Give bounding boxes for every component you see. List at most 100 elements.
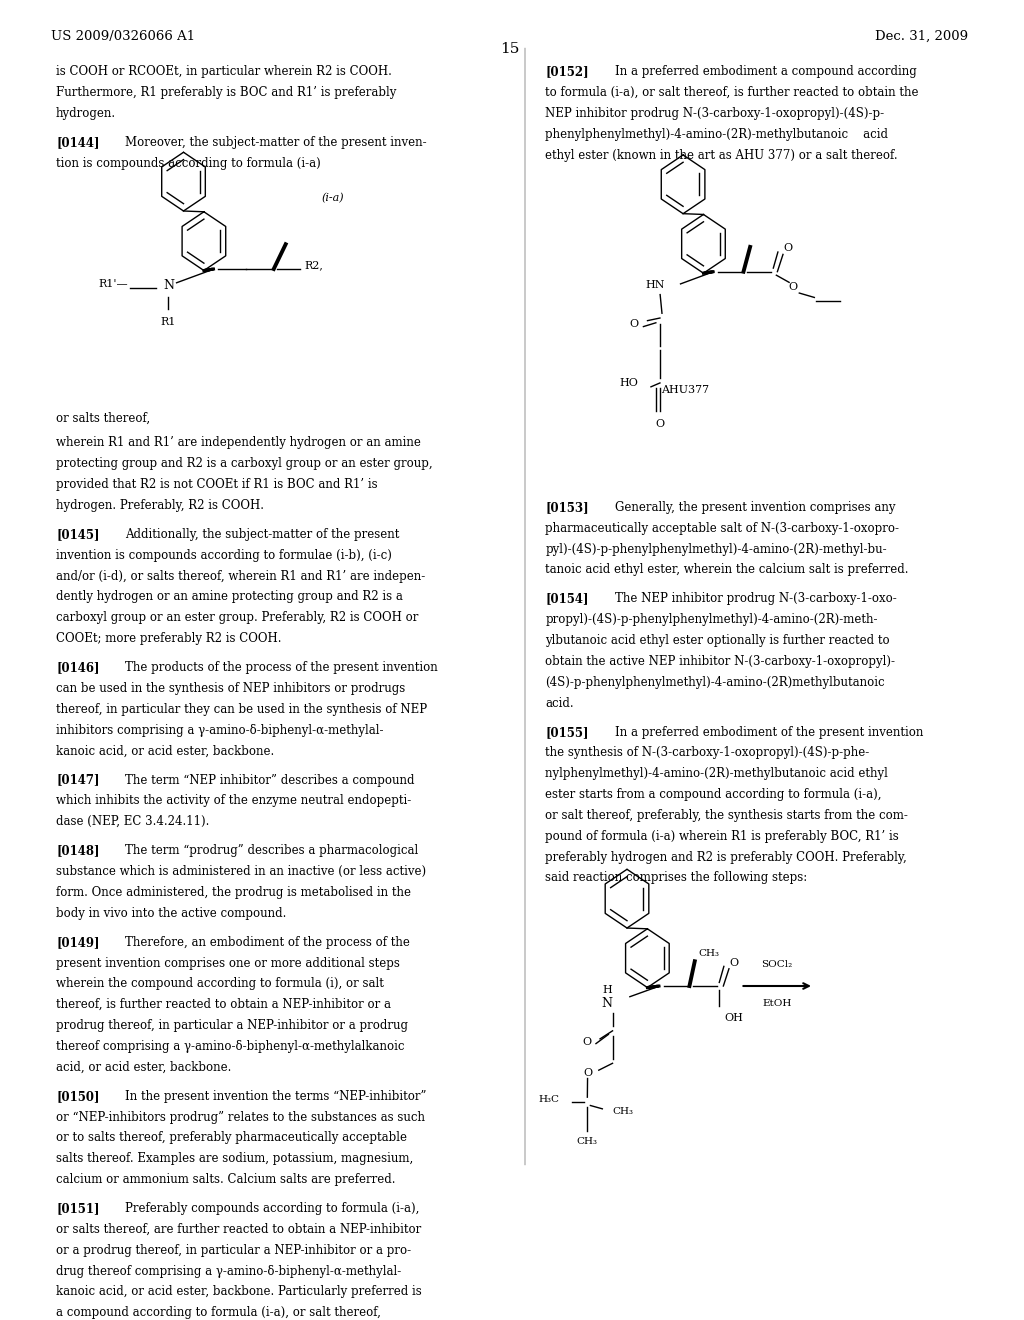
Text: drug thereof comprising a γ-amino-δ-biphenyl-α-methylal-: drug thereof comprising a γ-amino-δ-biph… bbox=[56, 1265, 401, 1278]
Text: NEP inhibitor prodrug N-(3-carboxy-1-oxopropyl)-(4S)-p-: NEP inhibitor prodrug N-(3-carboxy-1-oxo… bbox=[546, 107, 885, 120]
Text: tanoic acid ethyl ester, wherein the calcium salt is preferred.: tanoic acid ethyl ester, wherein the cal… bbox=[546, 564, 909, 577]
Text: inhibitors comprising a γ-amino-δ-biphenyl-α-methylal-: inhibitors comprising a γ-amino-δ-biphen… bbox=[56, 723, 384, 737]
Text: N: N bbox=[601, 998, 612, 1010]
Text: AHU377: AHU377 bbox=[662, 385, 710, 395]
Text: In a preferred embodiment a compound according: In a preferred embodiment a compound acc… bbox=[614, 66, 916, 78]
Text: HO: HO bbox=[620, 379, 639, 388]
Text: dase (NEP, EC 3.4.24.11).: dase (NEP, EC 3.4.24.11). bbox=[56, 816, 210, 828]
Text: H: H bbox=[603, 985, 612, 994]
Text: kanoic acid, or acid ester, backbone. Particularly preferred is: kanoic acid, or acid ester, backbone. Pa… bbox=[56, 1286, 422, 1299]
Text: wherein the compound according to formula (i), or salt: wherein the compound according to formul… bbox=[56, 977, 384, 990]
Text: O: O bbox=[729, 958, 738, 968]
Text: (4S)-p-phenylphenylmethyl)-4-amino-(2R)methylbutanoic: (4S)-p-phenylphenylmethyl)-4-amino-(2R)m… bbox=[546, 676, 885, 689]
Text: O: O bbox=[583, 1038, 592, 1048]
Text: Dec. 31, 2009: Dec. 31, 2009 bbox=[876, 30, 969, 42]
Text: OH: OH bbox=[724, 1014, 743, 1023]
Text: In the present invention the terms “NEP-inhibitor”: In the present invention the terms “NEP-… bbox=[125, 1090, 427, 1102]
Text: Therefore, an embodiment of the process of the: Therefore, an embodiment of the process … bbox=[125, 936, 411, 949]
Text: or salt thereof, preferably, the synthesis starts from the com-: or salt thereof, preferably, the synthes… bbox=[546, 809, 908, 822]
Text: [0144]: [0144] bbox=[56, 136, 99, 149]
Text: preferably hydrogen and R2 is preferably COOH. Preferably,: preferably hydrogen and R2 is preferably… bbox=[546, 850, 907, 863]
Text: Generally, the present invention comprises any: Generally, the present invention compris… bbox=[614, 500, 895, 513]
Text: [0145]: [0145] bbox=[56, 528, 99, 541]
Text: R1'—: R1'— bbox=[98, 279, 128, 289]
Text: or a prodrug thereof, in particular a NEP-inhibitor or a pro-: or a prodrug thereof, in particular a NE… bbox=[56, 1243, 412, 1257]
Text: or “NEP-inhibitors prodrug” relates to the substances as such: or “NEP-inhibitors prodrug” relates to t… bbox=[56, 1110, 425, 1123]
Text: Furthermore, R1 preferably is BOC and R1’ is preferably: Furthermore, R1 preferably is BOC and R1… bbox=[56, 86, 396, 99]
Text: [0154]: [0154] bbox=[546, 593, 589, 606]
Text: the synthesis of N-(3-carboxy-1-oxopropyl)-(4S)-p-phe-: the synthesis of N-(3-carboxy-1-oxopropy… bbox=[546, 746, 869, 759]
Text: substance which is administered in an inactive (or less active): substance which is administered in an in… bbox=[56, 865, 426, 878]
Text: US 2009/0326066 A1: US 2009/0326066 A1 bbox=[51, 30, 196, 42]
Text: provided that R2 is not COOEt if R1 is BOC and R1’ is: provided that R2 is not COOEt if R1 is B… bbox=[56, 478, 378, 491]
Text: hydrogen.: hydrogen. bbox=[56, 107, 116, 120]
Text: The NEP inhibitor prodrug N-(3-carboxy-1-oxo-: The NEP inhibitor prodrug N-(3-carboxy-1… bbox=[614, 593, 897, 606]
Text: or salts thereof,: or salts thereof, bbox=[56, 412, 151, 425]
Text: obtain the active NEP inhibitor N-(3-carboxy-1-oxopropyl)-: obtain the active NEP inhibitor N-(3-car… bbox=[546, 655, 895, 668]
Text: pharmaceutically acceptable salt of N-(3-carboxy-1-oxopro-: pharmaceutically acceptable salt of N-(3… bbox=[546, 521, 899, 535]
Text: carboxyl group or an ester group. Preferably, R2 is COOH or: carboxyl group or an ester group. Prefer… bbox=[56, 611, 419, 624]
Text: [0155]: [0155] bbox=[546, 726, 589, 739]
Text: thereof comprising a γ-amino-δ-biphenyl-α-methylalkanoic: thereof comprising a γ-amino-δ-biphenyl-… bbox=[56, 1040, 404, 1053]
Text: N: N bbox=[163, 279, 174, 292]
Text: O: O bbox=[629, 319, 638, 329]
Text: CH₃: CH₃ bbox=[577, 1137, 598, 1146]
Text: O: O bbox=[584, 1068, 593, 1077]
Text: protecting group and R2 is a carboxyl group or an ester group,: protecting group and R2 is a carboxyl gr… bbox=[56, 457, 433, 470]
Text: Additionally, the subject-matter of the present: Additionally, the subject-matter of the … bbox=[125, 528, 399, 541]
Text: [0153]: [0153] bbox=[546, 500, 589, 513]
Text: dently hydrogen or an amine protecting group and R2 is a: dently hydrogen or an amine protecting g… bbox=[56, 590, 403, 603]
Text: O: O bbox=[788, 282, 798, 292]
Text: propyl)-(4S)-p-phenylphenylmethyl)-4-amino-(2R)-meth-: propyl)-(4S)-p-phenylphenylmethyl)-4-ami… bbox=[546, 614, 878, 626]
Text: R1: R1 bbox=[161, 317, 176, 327]
Text: or salts thereof, are further reacted to obtain a NEP-inhibitor: or salts thereof, are further reacted to… bbox=[56, 1224, 421, 1236]
Text: acid.: acid. bbox=[546, 697, 574, 710]
Text: body in vivo into the active compound.: body in vivo into the active compound. bbox=[56, 907, 287, 920]
Text: to formula (i-a), or salt thereof, is further reacted to obtain the: to formula (i-a), or salt thereof, is fu… bbox=[546, 86, 919, 99]
Text: acid, or acid ester, backbone.: acid, or acid ester, backbone. bbox=[56, 1061, 231, 1073]
Text: said reaction comprises the following steps:: said reaction comprises the following st… bbox=[546, 871, 808, 884]
Text: O: O bbox=[655, 418, 665, 429]
Text: a compound according to formula (i-a), or salt thereof,: a compound according to formula (i-a), o… bbox=[56, 1307, 381, 1319]
Text: phenylphenylmethyl)-4-amino-(2R)-methylbutanoic    acid: phenylphenylmethyl)-4-amino-(2R)-methylb… bbox=[546, 128, 889, 141]
Text: [0152]: [0152] bbox=[546, 66, 589, 78]
Text: [0150]: [0150] bbox=[56, 1090, 99, 1102]
Text: CH₃: CH₃ bbox=[612, 1106, 634, 1115]
Text: HN: HN bbox=[646, 280, 666, 290]
Text: hydrogen. Preferably, R2 is COOH.: hydrogen. Preferably, R2 is COOH. bbox=[56, 499, 264, 512]
Text: nylphenylmethyl)-4-amino-(2R)-methylbutanoic acid ethyl: nylphenylmethyl)-4-amino-(2R)-methylbuta… bbox=[546, 767, 889, 780]
Text: ester starts from a compound according to formula (i-a),: ester starts from a compound according t… bbox=[546, 788, 882, 801]
Text: ylbutanoic acid ethyl ester optionally is further reacted to: ylbutanoic acid ethyl ester optionally i… bbox=[546, 634, 890, 647]
Text: prodrug thereof, in particular a NEP-inhibitor or a prodrug: prodrug thereof, in particular a NEP-inh… bbox=[56, 1019, 409, 1032]
Text: form. Once administered, the prodrug is metabolised in the: form. Once administered, the prodrug is … bbox=[56, 886, 411, 899]
Text: The term “NEP inhibitor” describes a compound: The term “NEP inhibitor” describes a com… bbox=[125, 774, 415, 787]
Text: [0148]: [0148] bbox=[56, 845, 99, 857]
Text: which inhibits the activity of the enzyme neutral endopepti-: which inhibits the activity of the enzym… bbox=[56, 795, 412, 808]
Text: [0149]: [0149] bbox=[56, 936, 99, 949]
Text: ethyl ester (known in the art as AHU 377) or a salt thereof.: ethyl ester (known in the art as AHU 377… bbox=[546, 149, 898, 161]
Text: COOEt; more preferably R2 is COOH.: COOEt; more preferably R2 is COOH. bbox=[56, 632, 282, 645]
Text: thereof, is further reacted to obtain a NEP-inhibitor or a: thereof, is further reacted to obtain a … bbox=[56, 998, 391, 1011]
Text: 15: 15 bbox=[500, 42, 519, 55]
Text: H₃C: H₃C bbox=[539, 1096, 559, 1104]
Text: tion is compounds according to formula (i-a): tion is compounds according to formula (… bbox=[56, 157, 321, 170]
Text: pound of formula (i-a) wherein R1 is preferably BOC, R1’ is: pound of formula (i-a) wherein R1 is pre… bbox=[546, 830, 899, 842]
Text: thereof, in particular they can be used in the synthesis of NEP: thereof, in particular they can be used … bbox=[56, 702, 427, 715]
Text: [0147]: [0147] bbox=[56, 774, 99, 787]
Text: and/or (i-d), or salts thereof, wherein R1 and R1’ are indepen-: and/or (i-d), or salts thereof, wherein … bbox=[56, 569, 425, 582]
Text: EtOH: EtOH bbox=[763, 999, 792, 1008]
Text: Preferably compounds according to formula (i-a),: Preferably compounds according to formul… bbox=[125, 1203, 420, 1216]
Text: R2,: R2, bbox=[304, 260, 324, 271]
Text: SOCl₂: SOCl₂ bbox=[762, 961, 793, 969]
Text: calcium or ammonium salts. Calcium salts are preferred.: calcium or ammonium salts. Calcium salts… bbox=[56, 1173, 395, 1187]
Text: invention is compounds according to formulae (i-b), (i-c): invention is compounds according to form… bbox=[56, 549, 392, 562]
Text: is COOH or RCOOEt, in particular wherein R2 is COOH.: is COOH or RCOOEt, in particular wherein… bbox=[56, 66, 392, 78]
Text: CH₃: CH₃ bbox=[698, 949, 720, 958]
Text: O: O bbox=[783, 243, 793, 253]
Text: [0151]: [0151] bbox=[56, 1203, 99, 1216]
Text: pyl)-(4S)-p-phenylphenylmethyl)-4-amino-(2R)-methyl-bu-: pyl)-(4S)-p-phenylphenylmethyl)-4-amino-… bbox=[546, 543, 887, 556]
Text: present invention comprises one or more additional steps: present invention comprises one or more … bbox=[56, 957, 400, 970]
Text: In a preferred embodiment of the present invention: In a preferred embodiment of the present… bbox=[614, 726, 924, 739]
Text: Moreover, the subject-matter of the present inven-: Moreover, the subject-matter of the pres… bbox=[125, 136, 427, 149]
Text: kanoic acid, or acid ester, backbone.: kanoic acid, or acid ester, backbone. bbox=[56, 744, 274, 758]
